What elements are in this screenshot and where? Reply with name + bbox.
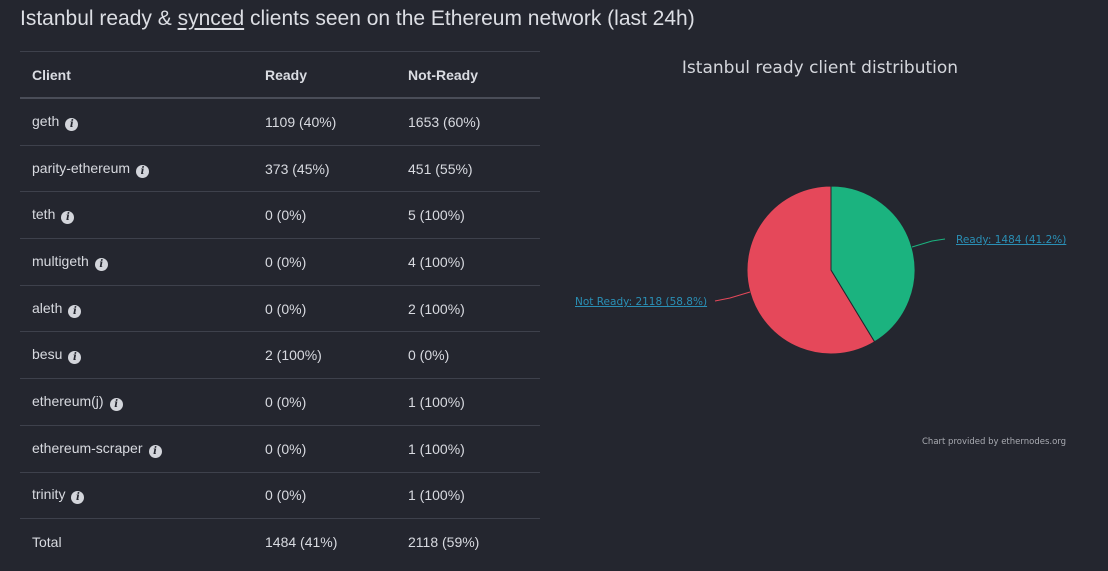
ready-cell: 0 (0%) <box>253 425 396 473</box>
info-icon[interactable]: i <box>68 351 82 365</box>
client-name: ethereum(j) <box>32 392 104 409</box>
info-icon[interactable]: i <box>71 491 85 505</box>
total-ready: 1484 (41%) <box>265 534 338 551</box>
client-cell: aleth i <box>20 285 253 333</box>
client-name: multigeth <box>32 252 89 269</box>
table-row: teth i 0 (0%) 5 (100%) <box>20 191 540 240</box>
client-cell: besu i <box>20 331 253 380</box>
ready-cell: 373 (45%) <box>253 145 396 193</box>
not-ready-cell: 1 (100%) <box>396 378 540 426</box>
column-header-ready: Ready <box>253 51 396 99</box>
table-row: trinity i 0 (0%) 1 (100%) <box>20 472 540 520</box>
title-prefix: Istanbul ready & <box>20 7 178 30</box>
not-ready-cell: 1653 (60%) <box>396 98 540 146</box>
not-ready-cell: 2 (100%) <box>396 285 540 333</box>
table-row: ethereum-scraper i 0 (0%) 1 (100%) <box>20 425 540 473</box>
pie-chart <box>714 185 946 355</box>
client-name: besu <box>32 346 63 363</box>
client-name: geth <box>32 112 60 129</box>
info-icon[interactable]: i <box>94 257 108 271</box>
column-header-not-ready: Not-Ready <box>396 51 540 99</box>
synced-link[interactable]: synced <box>177 7 245 30</box>
info-icon[interactable]: i <box>61 211 75 225</box>
info-icon[interactable]: i <box>148 444 162 458</box>
client-cell: ethereum(j) i <box>20 378 253 426</box>
table-row: multigeth i 0 (0%) 4 (100%) <box>20 238 540 286</box>
not-ready-cell: 4 (100%) <box>396 238 540 286</box>
table-row: besu i 2 (100%) 0 (0%) <box>20 331 540 380</box>
pie-label-not-ready[interactable]: Not Ready: 2118 (58.8%) <box>575 296 708 308</box>
info-icon[interactable]: i <box>136 164 150 178</box>
info-icon[interactable]: i <box>109 397 123 411</box>
pie-slice-not-ready[interactable] <box>746 185 876 355</box>
ready-cell: 0 (0%) <box>253 238 396 286</box>
info-icon[interactable]: i <box>65 117 79 131</box>
total-label: Total <box>32 534 62 551</box>
not-ready-connector-line <box>714 291 751 302</box>
column-header-client: Client <box>20 51 253 99</box>
table-row: ethereum(j) i 0 (0%) 1 (100%) <box>20 378 540 426</box>
client-cell: parity-ethereum i <box>20 145 253 193</box>
client-name: teth <box>32 206 56 223</box>
client-cell: teth i <box>20 191 253 240</box>
pie-label-ready[interactable]: Ready: 1484 (41.2%) <box>956 234 1067 246</box>
ready-cell: 0 (0%) <box>253 285 396 333</box>
client-cell: trinity i <box>20 472 253 520</box>
ready-cell: 0 (0%) <box>253 378 396 426</box>
not-ready-cell: 5 (100%) <box>396 191 540 240</box>
ready-cell: 0 (0%) <box>253 191 396 240</box>
client-cell: geth i <box>20 98 253 146</box>
page-title: Istanbul ready & synced clients seen on … <box>20 7 695 31</box>
title-suffix: clients seen on the Ethereum network (la… <box>244 7 695 30</box>
client-name: trinity <box>32 486 66 503</box>
client-cell: ethereum-scraper i <box>20 425 253 473</box>
info-icon[interactable]: i <box>68 304 82 318</box>
table-total-row: Total 1484 (41%) 2118 (59%) <box>20 519 540 565</box>
chart-credit[interactable]: Chart provided by ethernodes.org <box>922 437 1067 447</box>
chart-title: Istanbul ready client distribution <box>681 58 959 78</box>
total-not-ready: 2118 (59%) <box>408 534 480 551</box>
pie-slice-ready[interactable] <box>830 185 916 343</box>
table-row: aleth i 0 (0%) 2 (100%) <box>20 285 540 333</box>
client-name: parity-ethereum <box>32 159 131 176</box>
client-cell: multigeth i <box>20 238 253 286</box>
not-ready-cell: 451 (55%) <box>396 145 540 193</box>
ready-connector-line <box>911 238 946 248</box>
client-name: aleth <box>32 299 63 316</box>
not-ready-cell: 0 (0%) <box>396 331 540 380</box>
table-row: parity-ethereum i 373 (45%) 451 (55%) <box>20 145 540 193</box>
table-row: geth i 1109 (40%) 1653 (60%) <box>20 98 540 146</box>
ready-cell: 0 (0%) <box>253 472 396 520</box>
table-header-row: Client Ready Not-Ready <box>20 51 540 99</box>
not-ready-cell: 1 (100%) <box>396 472 540 520</box>
client-name: ethereum-scraper <box>32 439 143 456</box>
ready-cell: 2 (100%) <box>253 331 396 380</box>
clients-table: Client Ready Not-Ready geth i 1109 (40%) … <box>20 51 540 565</box>
ready-cell: 1109 (40%) <box>253 98 396 146</box>
not-ready-cell: 1 (100%) <box>396 425 540 473</box>
